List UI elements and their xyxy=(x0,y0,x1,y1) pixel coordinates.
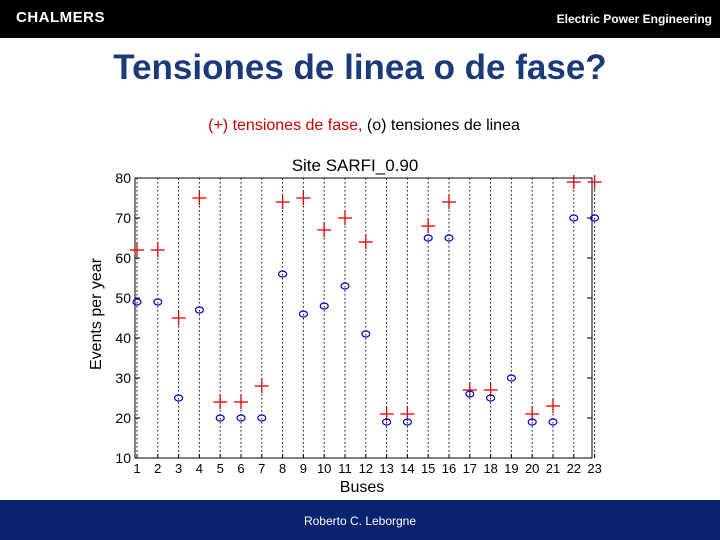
circle-marker xyxy=(382,418,392,426)
plus-marker xyxy=(150,243,165,257)
plus-marker xyxy=(171,311,186,325)
y-axis-label: Events per year xyxy=(88,257,105,370)
circle-marker xyxy=(173,394,184,402)
x-tick-label: 19 xyxy=(504,461,518,476)
x-tick-label: 8 xyxy=(279,461,286,476)
x-tick-label: 10 xyxy=(317,461,331,476)
x-tick-label: 14 xyxy=(400,461,414,476)
x-tick-label: 22 xyxy=(567,461,581,476)
plus-marker xyxy=(338,211,352,225)
y-tick-label: 20 xyxy=(115,410,131,426)
plus-marker xyxy=(566,175,581,189)
y-tick-label: 50 xyxy=(115,290,131,306)
x-tick-label: 13 xyxy=(379,461,393,476)
x-tick-label: 9 xyxy=(300,461,307,476)
y-tick-label: 10 xyxy=(115,450,131,466)
x-tick-label: 6 xyxy=(237,461,244,476)
top-bar: CHALMERS Electric Power Engineering xyxy=(0,0,720,38)
circle-marker xyxy=(527,418,537,426)
x-tick-label: 21 xyxy=(546,461,560,476)
plus-marker xyxy=(296,191,311,205)
slide-subtitle: (+) tensiones de fase, (o) tensiones de … xyxy=(0,117,720,135)
circle-marker xyxy=(465,390,475,398)
circle-marker xyxy=(236,414,246,422)
circle-marker xyxy=(361,330,371,338)
circle-marker xyxy=(298,310,308,318)
circle-marker xyxy=(278,270,288,278)
circle-marker xyxy=(506,374,516,382)
x-tick-label: 4 xyxy=(196,461,203,476)
x-tick-label: 18 xyxy=(483,461,497,476)
x-tick-label: 3 xyxy=(175,461,182,476)
x-tick-label: 1 xyxy=(133,461,140,476)
circle-marker xyxy=(423,234,433,242)
x-tick-label: 5 xyxy=(217,461,224,476)
circle-marker xyxy=(319,302,329,310)
x-tick-label: 12 xyxy=(359,461,373,476)
plus-marker xyxy=(130,243,144,257)
y-tick-label: 30 xyxy=(115,370,131,386)
x-tick-label: 16 xyxy=(442,461,456,476)
department-label: Electric Power Engineering xyxy=(556,12,712,26)
y-tick-label: 80 xyxy=(115,170,131,186)
plus-marker xyxy=(546,399,560,413)
circle-marker xyxy=(402,418,412,426)
plus-marker xyxy=(421,219,436,233)
chart-title: Site SARFI_0.90 xyxy=(292,156,419,175)
slide-title: Tensiones de linea o de fase? xyxy=(113,48,607,87)
circle-marker xyxy=(444,234,454,242)
y-tick-label: 70 xyxy=(115,210,131,226)
circle-marker xyxy=(569,214,579,222)
circle-marker xyxy=(589,214,600,222)
plus-marker xyxy=(358,235,373,249)
y-tick-label: 60 xyxy=(115,250,131,266)
circle-marker xyxy=(486,394,496,402)
plus-marker xyxy=(234,395,248,409)
scatter-chart: 1 2 3 4 5 6 7 8 9 10 11 12 13 14 15 16 17 18 19 20 21 22 23102… xyxy=(72,148,608,500)
circle-marker xyxy=(194,306,205,314)
y-tick-label: 40 xyxy=(115,330,131,346)
circle-marker xyxy=(132,298,142,306)
circle-marker xyxy=(548,418,558,426)
author-name: Roberto C. Leborgne xyxy=(303,514,417,528)
subtitle-line-text: (o) tensiones de linea xyxy=(362,117,520,134)
x-tick-label: 15 xyxy=(421,461,435,476)
footer-bar: Roberto C. Leborgne xyxy=(0,500,720,540)
x-tick-label: 23 xyxy=(587,461,601,476)
x-tick-label: 11 xyxy=(338,461,352,476)
x-tick-label: 7 xyxy=(258,461,265,476)
x-axis-label: Buses xyxy=(340,479,384,496)
plus-marker xyxy=(192,191,207,205)
circle-marker xyxy=(340,282,350,290)
circle-marker xyxy=(215,414,225,422)
plus-marker xyxy=(254,379,269,393)
plot-frame xyxy=(134,177,593,459)
plus-marker xyxy=(317,223,332,237)
plus-marker xyxy=(442,195,456,209)
plus-marker xyxy=(213,395,228,409)
x-tick-label: 17 xyxy=(463,461,477,476)
plus-marker xyxy=(587,175,602,189)
circle-marker xyxy=(257,414,267,422)
chalmers-logo: CHALMERS xyxy=(16,9,105,26)
circle-marker xyxy=(153,298,163,306)
plus-marker xyxy=(275,195,290,209)
plus-marker xyxy=(462,383,477,397)
x-tick-label: 20 xyxy=(525,461,539,476)
subtitle-phase-text: (+) tensiones de fase, xyxy=(208,117,363,134)
x-tick-label: 2 xyxy=(154,461,161,476)
